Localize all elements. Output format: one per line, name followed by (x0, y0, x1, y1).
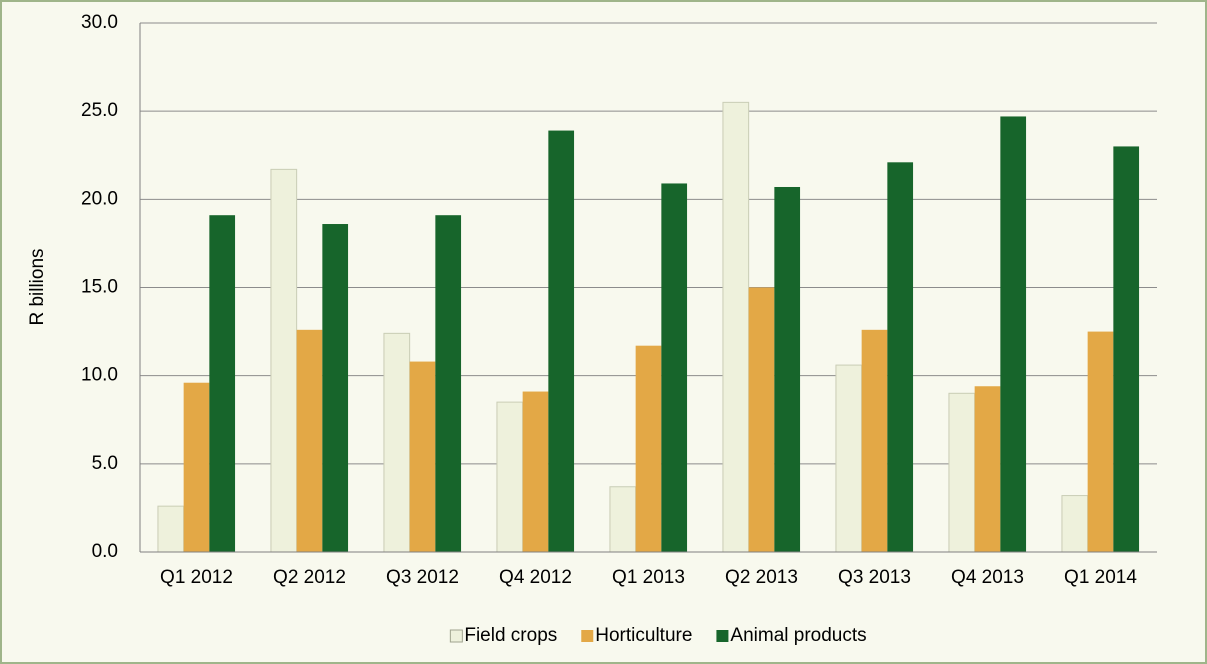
bar (383, 332, 411, 553)
legend-swatch (449, 629, 463, 643)
bar (948, 392, 976, 553)
bar (409, 361, 436, 552)
legend-swatch (581, 630, 594, 642)
x-tick-label: Q3 2012 (386, 567, 459, 588)
y-tick-label: 10.0 (81, 365, 118, 386)
bar (661, 183, 688, 553)
bar (774, 186, 801, 553)
bar (887, 162, 914, 552)
bar (748, 287, 775, 552)
bar (496, 401, 524, 553)
x-tick-label: Q1 2014 (1064, 567, 1137, 588)
x-tick-label: Q2 2012 (273, 567, 346, 588)
bar (861, 329, 888, 552)
bar (209, 215, 236, 552)
x-tick-label: Q3 2013 (838, 567, 911, 588)
bar (322, 224, 349, 552)
legend-label: Horticulture (595, 625, 692, 646)
bar (548, 130, 575, 552)
legend-swatch (716, 630, 729, 642)
bar (1000, 116, 1027, 552)
bar (835, 364, 863, 553)
y-tick-label: 25.0 (81, 100, 118, 121)
bar (1061, 495, 1089, 553)
bar (296, 329, 323, 552)
bar (183, 382, 210, 552)
x-tick-label: Q1 2012 (160, 567, 233, 588)
legend-label: Animal products (730, 625, 866, 646)
bar (1113, 146, 1140, 552)
bar (609, 486, 637, 553)
y-tick-label: 0.0 (92, 541, 118, 562)
y-tick-label: 5.0 (92, 453, 118, 474)
bar (157, 505, 185, 553)
bar (1087, 331, 1114, 552)
legend-label: Field crops (464, 625, 557, 646)
y-axis-label: R billions (27, 248, 48, 325)
x-tick-label: Q4 2012 (499, 567, 572, 588)
x-tick-label: Q1 2013 (612, 567, 685, 588)
bar (522, 391, 549, 552)
bar (974, 386, 1001, 552)
bar (722, 101, 750, 553)
y-tick-label: 30.0 (81, 12, 118, 33)
bar (435, 215, 462, 552)
bar (270, 168, 298, 553)
x-tick-label: Q4 2013 (951, 567, 1024, 588)
bar (635, 345, 662, 552)
x-tick-label: Q2 2013 (725, 567, 798, 588)
y-tick-label: 20.0 (81, 188, 118, 209)
y-tick-label: 15.0 (81, 277, 118, 298)
